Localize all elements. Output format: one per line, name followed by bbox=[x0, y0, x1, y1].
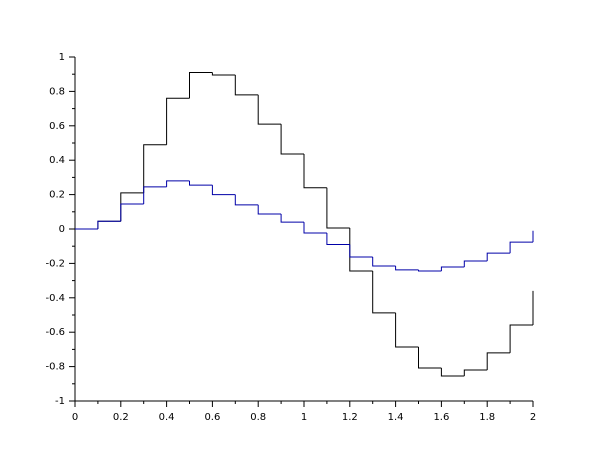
step-segment bbox=[211, 72, 236, 76]
step-segment bbox=[234, 194, 259, 206]
step-segment bbox=[303, 222, 327, 234]
x-tick-label: 1.4 bbox=[388, 412, 404, 423]
x-tick-label: 2 bbox=[530, 412, 536, 423]
step-segment bbox=[120, 203, 144, 222]
x-tick-label: 1.6 bbox=[433, 412, 449, 423]
step-segment bbox=[486, 252, 511, 261]
y-tick-label: 0.8 bbox=[49, 86, 65, 97]
step-segment bbox=[349, 244, 373, 258]
step-segment bbox=[303, 154, 327, 189]
step-segment bbox=[440, 266, 465, 271]
step-segment bbox=[418, 269, 442, 272]
step-segment bbox=[440, 367, 465, 377]
step-segment bbox=[234, 75, 259, 96]
y-tick-label: 1 bbox=[59, 52, 65, 63]
y-tick-label: -0.2 bbox=[45, 258, 65, 269]
x-tick-label: 1.2 bbox=[342, 412, 358, 423]
step-segment bbox=[463, 369, 488, 377]
step-segment bbox=[189, 180, 213, 186]
step-segment bbox=[509, 324, 533, 353]
x-tick-label: 0 bbox=[72, 412, 78, 423]
step-segment bbox=[257, 204, 282, 215]
x-tick-label: 0.4 bbox=[159, 412, 175, 423]
step-segment bbox=[280, 214, 304, 223]
step-segment bbox=[395, 312, 419, 348]
step-segment bbox=[97, 220, 121, 229]
y-tick-label: -0.8 bbox=[45, 362, 65, 373]
x-tick-label: 0.8 bbox=[250, 412, 266, 423]
y-tick-label: 0.4 bbox=[49, 155, 65, 166]
y-tick-label: 0.2 bbox=[49, 190, 65, 201]
step-segment bbox=[349, 227, 373, 272]
step-segment bbox=[189, 71, 213, 99]
y-tick-label: 0.6 bbox=[49, 121, 65, 132]
y-tick-label: -1 bbox=[55, 396, 65, 407]
y-tick-label: -0.6 bbox=[45, 327, 65, 338]
x-tick-label: 0.2 bbox=[113, 412, 129, 423]
step-segment bbox=[326, 232, 350, 245]
step-segment bbox=[372, 257, 396, 267]
y-tick-label: 0 bbox=[59, 224, 65, 235]
step-segment bbox=[486, 352, 511, 371]
step-segment bbox=[143, 144, 167, 193]
step-segment bbox=[143, 186, 167, 205]
step-segment bbox=[463, 260, 488, 268]
x-tick-label: 1.8 bbox=[479, 412, 495, 423]
step-segment bbox=[418, 346, 442, 369]
step-segment bbox=[257, 94, 282, 125]
x-tick-label: 1 bbox=[301, 412, 307, 423]
y-tick-label: -0.4 bbox=[45, 293, 65, 304]
x-tick-label: 0.6 bbox=[204, 412, 220, 423]
step-segment bbox=[280, 124, 304, 155]
step-segment bbox=[509, 241, 533, 254]
step-segment bbox=[166, 180, 190, 187]
step-segment bbox=[166, 97, 190, 145]
step-segment bbox=[395, 265, 419, 271]
step-segment bbox=[120, 192, 144, 222]
step-segment bbox=[372, 270, 396, 314]
step-segment bbox=[326, 187, 350, 229]
step-segment bbox=[97, 220, 121, 229]
step-segment bbox=[211, 185, 236, 196]
